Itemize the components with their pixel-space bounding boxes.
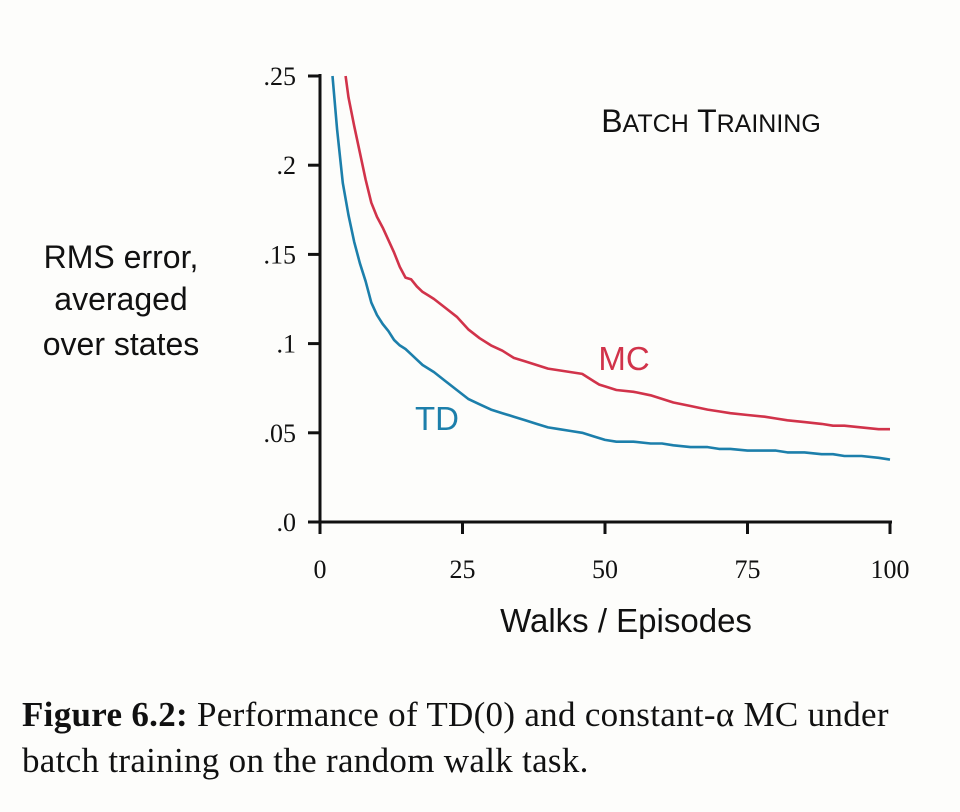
chart-title: BATCH TRAINING — [601, 103, 821, 139]
x-tick-label: 50 — [592, 555, 618, 584]
y-tick-label: .2 — [277, 151, 297, 180]
caption-label: Figure 6.2: — [22, 695, 188, 734]
series-label-td: TD — [415, 400, 459, 437]
y-tick-label: .25 — [264, 62, 297, 91]
y-tick-label: .0 — [277, 508, 297, 537]
figure-caption: Figure 6.2: Performance of TD(0) and con… — [22, 692, 947, 784]
series-line-mc — [344, 75, 890, 431]
series-line-td — [331, 75, 891, 461]
caption-text: Performance of TD(0) and constant-α MC u… — [22, 695, 889, 780]
y-axis-label-line-3: over states — [43, 326, 200, 362]
x-tick-label: 75 — [735, 555, 761, 584]
x-tick-label: 100 — [871, 555, 910, 584]
x-tick-label: 25 — [450, 555, 476, 584]
x-axis-label: Walks / Episodes — [500, 602, 752, 639]
y-axis-label-line-1: RMS error, — [44, 239, 199, 275]
y-axis-label-line-2: averaged — [54, 281, 187, 317]
y-tick-label: .1 — [277, 330, 297, 359]
chart: .0 .05 .1 .15 .2 .25 0 25 50 75 100 RMS error, ave… — [43, 62, 910, 639]
ticks-layer: .0 .05 .1 .15 .2 .25 0 25 50 75 100 — [264, 62, 910, 584]
y-tick-label: .15 — [264, 240, 297, 269]
x-tick-label: 0 — [314, 555, 327, 584]
series-layer — [331, 75, 891, 461]
y-tick-label: .05 — [264, 419, 297, 448]
series-label-mc: MC — [598, 340, 649, 377]
